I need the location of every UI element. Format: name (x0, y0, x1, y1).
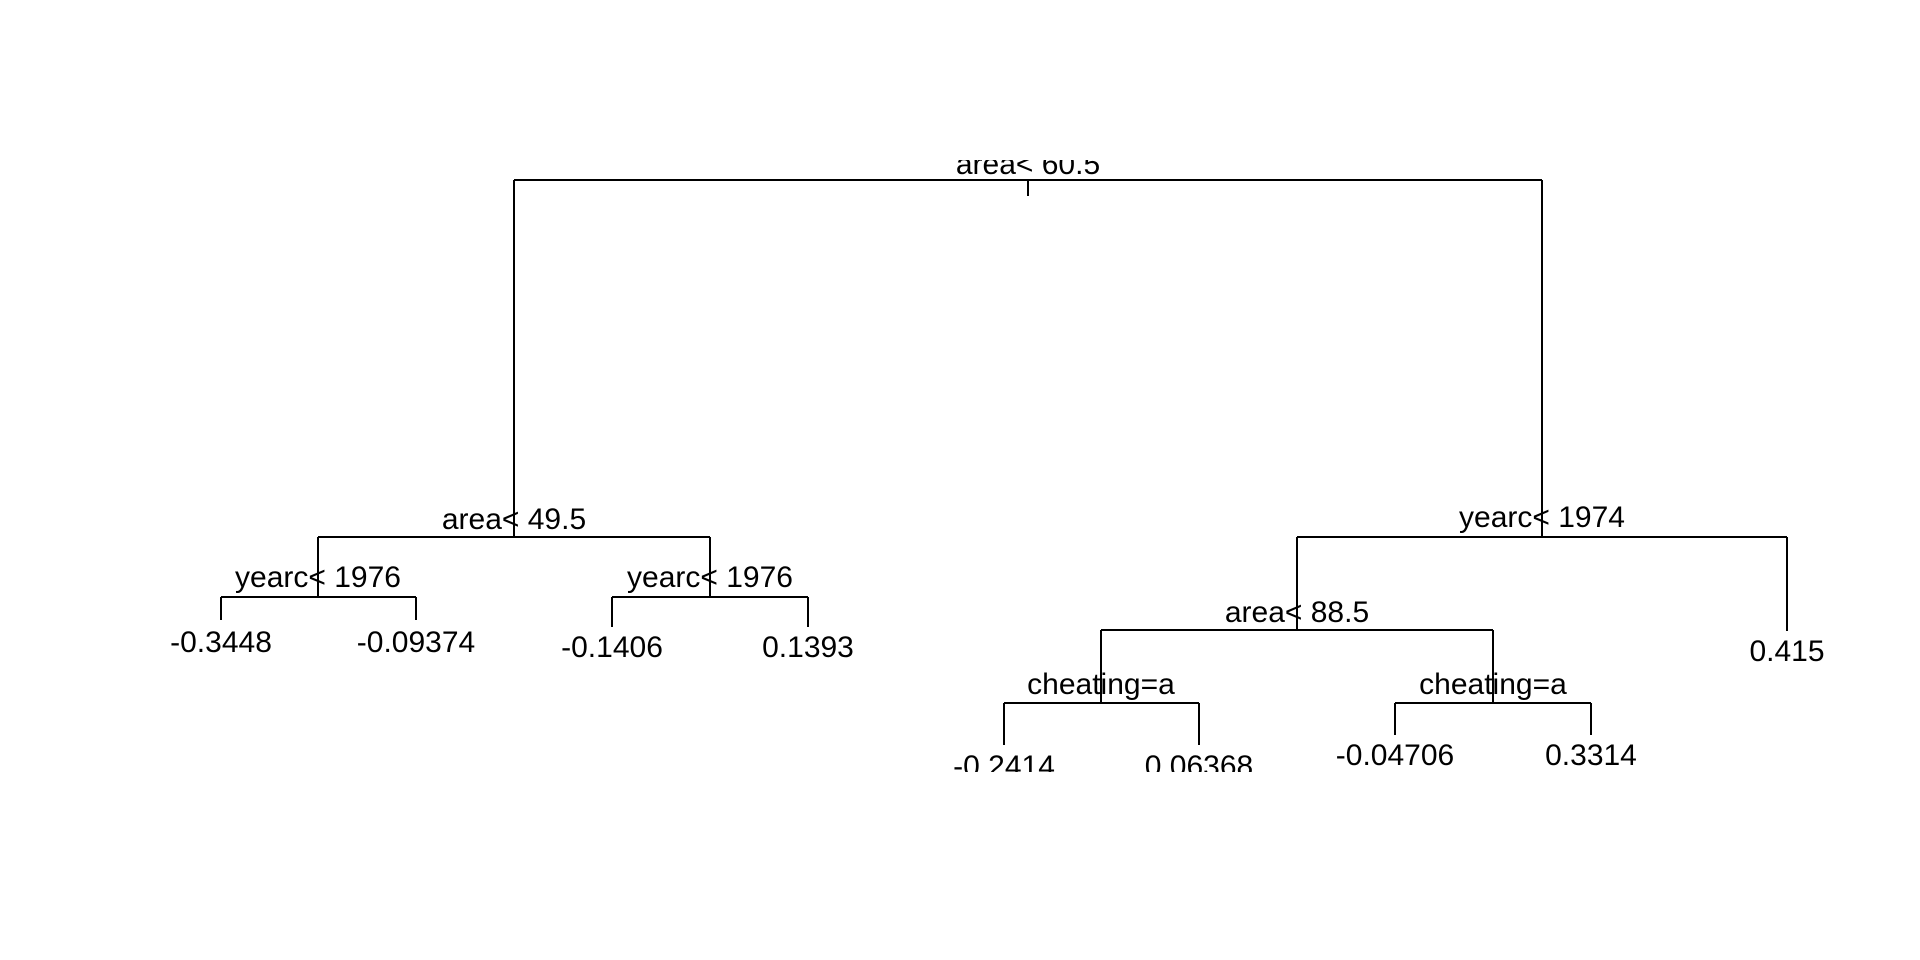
leaf-value: 0.1393 (762, 631, 854, 664)
split-label-n3: yearc< 1974 (1459, 501, 1625, 534)
tree-plot-region: area< 60.5 area< 49.5 yearc< 1974 yearc<… (170, 148, 1824, 783)
tree-branches (220, 179, 1788, 745)
split-label-n8: cheating=a (1419, 668, 1567, 701)
leaf-value: -0.1406 (561, 631, 663, 664)
leaf-value: -0.09374 (357, 626, 475, 659)
leaf-value: -0.3448 (170, 626, 272, 659)
leaf-labels: -0.3448 -0.09374 -0.1406 0.1393 -0.2414 … (170, 626, 1824, 783)
leaf-value: 0.06368 (1145, 750, 1253, 783)
split-label-n5: yearc< 1976 (627, 561, 793, 594)
leaf-value: 0.415 (1749, 635, 1824, 668)
split-label-n2: area< 49.5 (442, 503, 586, 536)
split-label-root: area< 60.5 (956, 148, 1100, 181)
leaf-value: -0.04706 (1336, 739, 1454, 772)
split-labels: area< 60.5 area< 49.5 yearc< 1974 yearc<… (235, 148, 1625, 701)
split-label-n7: cheating=a (1027, 668, 1175, 701)
leaf-value: -0.2414 (953, 750, 1055, 783)
split-label-n6: area< 88.5 (1225, 596, 1369, 629)
split-label-n4: yearc< 1976 (235, 561, 401, 594)
leaf-value: 0.3314 (1545, 739, 1637, 772)
